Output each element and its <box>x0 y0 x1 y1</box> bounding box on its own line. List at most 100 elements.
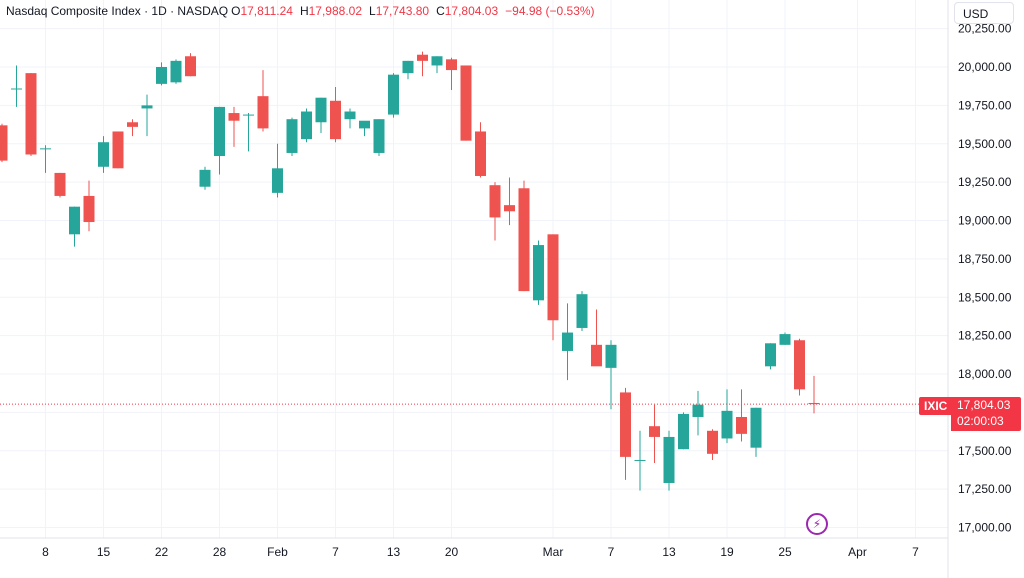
candle-body <box>272 168 283 193</box>
close-value: C17,804.03 <box>436 4 499 18</box>
candle-body <box>504 205 515 212</box>
candle-body <box>533 245 544 301</box>
candle <box>765 343 776 370</box>
candle <box>315 97 327 134</box>
price-tick-label: 19,000.00 <box>958 214 1012 228</box>
candle <box>344 108 356 129</box>
time-axis[interactable]: 8 15 22 28 Feb 7 13 20 Mar 7 13 19 25 Apr 7 <box>42 545 919 559</box>
candles <box>0 51 820 491</box>
candle <box>576 291 588 332</box>
candle-body <box>83 195 95 223</box>
candle <box>301 108 312 143</box>
candle-body <box>373 119 385 153</box>
candle <box>199 166 211 190</box>
price-tick-label: 18,250.00 <box>958 329 1012 343</box>
ticker-tag: IXIC <box>919 397 953 415</box>
time-tick-label: 25 <box>778 545 792 559</box>
candle-body <box>562 332 573 351</box>
candle <box>736 389 747 442</box>
candle-body <box>417 54 428 61</box>
price-tick-label: 18,500.00 <box>958 290 1012 304</box>
candle <box>25 73 37 157</box>
candle-body <box>446 59 457 71</box>
candle-body <box>359 120 370 129</box>
time-tick-label: 13 <box>387 545 401 559</box>
candle-body <box>649 426 660 437</box>
candle <box>504 177 515 226</box>
candle <box>591 309 602 367</box>
price-tick-label: 18,750.00 <box>958 252 1012 266</box>
candle-body <box>431 56 443 66</box>
candle-body <box>475 131 486 176</box>
candle <box>141 94 153 137</box>
candle-body <box>765 343 776 367</box>
candle-body <box>315 97 327 123</box>
candle-body <box>228 113 240 121</box>
candle-body <box>388 74 399 115</box>
candle-body <box>243 114 254 116</box>
time-tick-label: 28 <box>213 545 227 559</box>
candle <box>98 136 109 173</box>
candle <box>779 332 791 345</box>
price-tick-label: 17,500.00 <box>958 444 1012 458</box>
candle <box>402 60 414 80</box>
candle-body <box>98 142 109 167</box>
candle <box>750 407 762 457</box>
candle-body <box>40 148 51 150</box>
candle-body <box>634 459 646 461</box>
candle <box>808 375 820 414</box>
candle-body <box>301 111 312 140</box>
candle <box>40 145 51 173</box>
time-tick-label: Mar <box>543 545 564 559</box>
price-tick-label: 20,250.00 <box>958 22 1012 36</box>
lightning-icon[interactable]: ⚡ <box>806 513 828 535</box>
symbol-legend: Nasdaq Composite Index · 1D · NASDAQ O17… <box>6 4 599 18</box>
candle-body <box>678 413 689 450</box>
price-tick-label: 19,250.00 <box>958 175 1012 189</box>
grid <box>0 0 948 538</box>
candle <box>185 53 196 77</box>
candle-body <box>794 340 805 390</box>
candle-body <box>330 100 341 140</box>
candle-body <box>170 60 182 83</box>
candle-body <box>286 119 298 153</box>
candle-body <box>69 206 80 235</box>
time-tick-label: 7 <box>608 545 615 559</box>
candle <box>388 73 399 118</box>
candle-body <box>808 402 820 405</box>
candle-body <box>214 106 225 157</box>
candle-body <box>141 105 153 109</box>
candle <box>156 62 167 86</box>
time-tick-label: Apr <box>848 545 867 559</box>
candle-body <box>576 294 588 328</box>
price-tick-label: 17,250.00 <box>958 482 1012 496</box>
symbol-title[interactable]: Nasdaq Composite Index · 1D · NASDAQ <box>6 4 229 18</box>
candle-body <box>692 404 704 417</box>
candle <box>460 65 472 141</box>
candle-body <box>779 334 791 345</box>
price-tick-label: 18,000.00 <box>958 367 1012 381</box>
candle-body <box>344 111 356 120</box>
candle <box>257 70 269 132</box>
candle <box>489 182 501 241</box>
candle <box>721 389 733 444</box>
time-tick-label: 8 <box>42 545 49 559</box>
candle <box>620 387 631 480</box>
candle <box>214 106 225 175</box>
candle <box>431 56 443 74</box>
candle-body <box>489 185 501 218</box>
candle <box>83 180 95 232</box>
candle <box>533 240 544 305</box>
candle-body <box>736 416 747 434</box>
candle-body <box>54 172 66 196</box>
low-value: L17,743.80 <box>369 4 430 18</box>
last-price-tag: 17,804.03 02:00:03 <box>951 397 1021 431</box>
candle <box>417 51 428 77</box>
time-tick-label: 15 <box>97 545 111 559</box>
price-axis[interactable]: 20,250.00 20,000.00 19,750.00 19,500.00 19,2… <box>958 22 1012 535</box>
candle <box>228 106 240 147</box>
currency-button[interactable]: USD <box>954 2 1014 24</box>
candle <box>243 113 254 152</box>
price-tick-label: 20,000.00 <box>958 60 1012 74</box>
